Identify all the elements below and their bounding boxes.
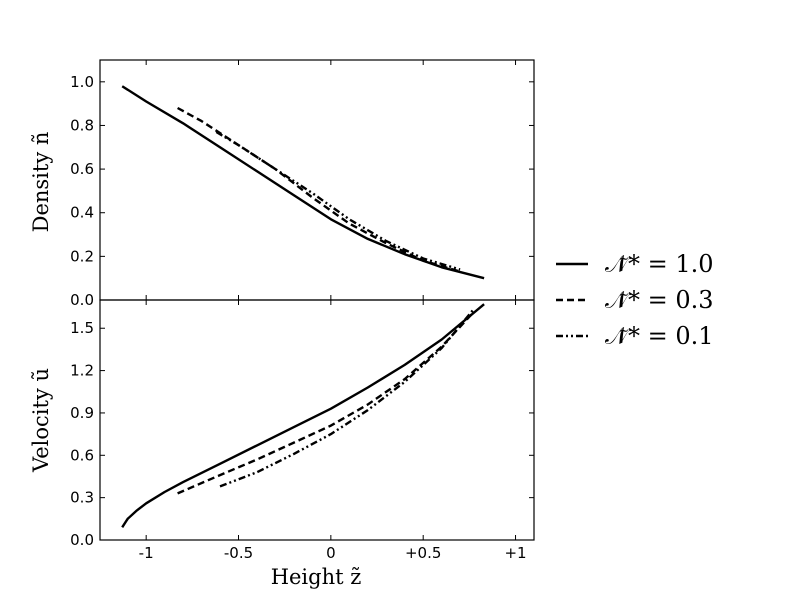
density-series-dashed-line [177,106,461,273]
legend-label-3: 𝒩̃* = 0.1 [605,322,714,350]
height-xtick-label: -0.5 [224,544,253,562]
legend: 𝒩̃* = 1.0 𝒩̃* = 0.3 𝒩̃* = 0.1 [556,250,714,350]
legend-label-2: 𝒩̃* = 0.3 [605,286,714,314]
height-axis-label: Height z̃ [271,565,362,589]
legend-label-1: 𝒩̃* = 1.0 [605,250,714,278]
density-ytick-label: 0.8 [70,116,94,134]
velocity-axis-label: Velocity ũ [29,368,53,473]
velocity-series-dashdot-line [219,309,475,488]
density-ytick-label: 0.4 [70,204,94,222]
height-xtick-label: +0.5 [405,544,441,562]
velocity-ytick-label: 0.9 [70,404,94,422]
density-plot-frame [99,59,535,301]
velocity-ytick-label: 1.2 [70,362,94,380]
velocity-ytick-label: 0.6 [70,446,94,464]
velocity-ytick-label: 0.3 [70,489,94,507]
velocity-panel: 0.0 0.3 0.6 0.9 1.2 1.5 -1 -0.5 0 +0.5 +1 [70,299,535,562]
velocity-ytick-label: 0.0 [70,531,94,549]
density-ytick-label: 0.6 [70,160,94,178]
density-ytick-label: 0.0 [70,291,94,309]
velocity-plot-frame [99,299,535,541]
velocity-series-dashed-line [177,311,474,495]
density-panel: 0.0 0.2 0.4 0.6 0.8 1.0 [70,59,535,309]
velocity-ytick-label: 1.5 [70,319,94,337]
height-xtick-label: 0 [326,544,336,562]
density-ytick-label: 1.0 [70,73,94,91]
height-xtick-label: +1 [504,544,526,562]
density-ytick-label: 0.2 [70,247,94,265]
density-series-solid-line [121,85,485,280]
velocity-series-solid-line [121,303,485,528]
density-axis-label: Density ñ [29,132,53,233]
height-xtick-label: -1 [139,544,154,562]
density-series-dashdot-line [215,130,461,271]
